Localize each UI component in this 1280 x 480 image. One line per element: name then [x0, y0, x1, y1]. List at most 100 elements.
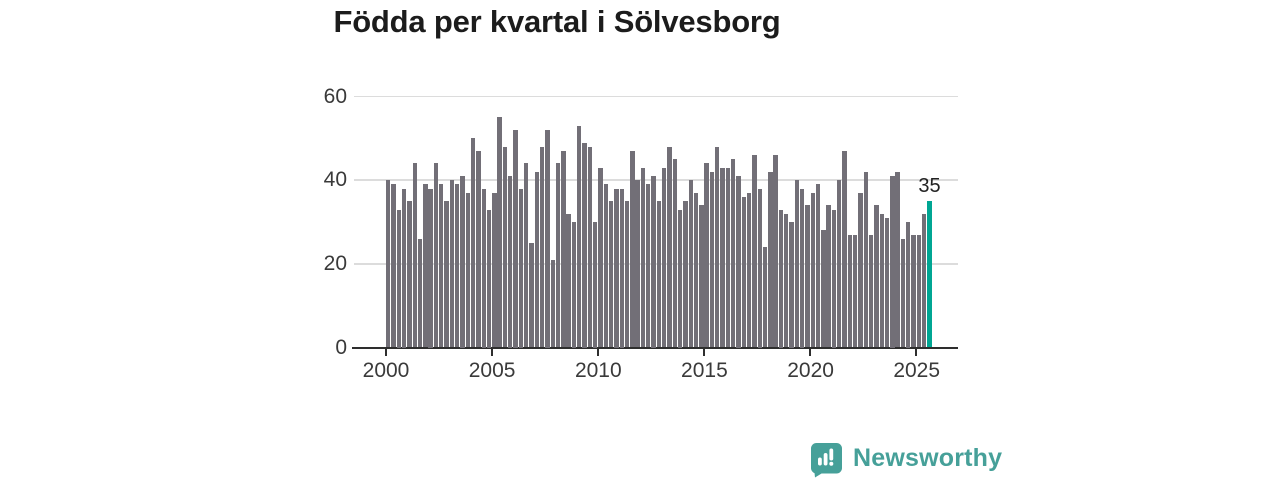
bar — [794, 180, 800, 348]
bar — [709, 171, 715, 348]
bar — [412, 163, 417, 348]
bar — [799, 188, 805, 348]
bar — [784, 213, 789, 348]
bar — [592, 222, 598, 348]
bar — [693, 192, 699, 348]
x-tick-2000 — [384, 349, 387, 356]
bar-highlighted — [927, 201, 932, 348]
bar — [603, 184, 608, 348]
bar — [895, 171, 900, 348]
y-tick-label-20: 20 — [323, 251, 347, 275]
bar — [752, 155, 757, 348]
bar — [842, 150, 847, 348]
bar — [858, 192, 863, 348]
bar — [460, 176, 465, 348]
bar — [433, 163, 439, 348]
bar — [630, 150, 635, 348]
bar — [492, 192, 497, 348]
bar — [890, 176, 895, 348]
bar — [391, 184, 396, 348]
bar — [725, 167, 731, 348]
bar — [486, 209, 492, 348]
bar — [635, 180, 640, 348]
bar — [386, 180, 391, 348]
bar — [757, 188, 762, 348]
bar — [768, 171, 773, 348]
bar — [619, 188, 624, 348]
bar — [773, 155, 778, 348]
bar — [513, 130, 518, 348]
bar — [810, 192, 815, 348]
bar — [608, 201, 614, 348]
bar — [746, 192, 752, 348]
newsworthy-branding: Newsworthy — [810, 443, 1003, 478]
bar — [720, 167, 725, 348]
bar — [481, 188, 486, 348]
bar — [853, 234, 858, 348]
bar — [534, 171, 539, 348]
bar — [874, 205, 879, 348]
bar — [900, 238, 906, 348]
highlight-value-label: 35 — [918, 175, 941, 198]
bar — [736, 176, 741, 348]
bar — [715, 146, 720, 348]
x-tick-label-2010: 2010 — [574, 359, 622, 382]
bar — [545, 130, 550, 348]
bar — [502, 146, 508, 348]
bar — [561, 150, 566, 348]
bar — [577, 125, 582, 348]
bar — [863, 171, 869, 348]
bar — [401, 188, 407, 348]
bar — [651, 176, 656, 348]
x-tick-2025 — [915, 349, 918, 356]
bar — [884, 217, 890, 348]
bar — [704, 163, 709, 348]
gridline-20 — [354, 263, 958, 265]
bar — [508, 176, 513, 348]
x-tick-label-2005: 2005 — [468, 359, 516, 382]
bar — [922, 213, 927, 348]
x-tick-label-2015: 2015 — [681, 359, 728, 382]
bar — [815, 184, 821, 348]
x-axis-line — [352, 346, 958, 349]
y-tick-label-0: 0 — [335, 335, 347, 359]
bar — [624, 201, 630, 348]
bar — [837, 180, 842, 348]
bar — [805, 205, 810, 348]
bar — [539, 146, 545, 348]
bar — [614, 188, 619, 348]
bar — [667, 146, 672, 348]
bar — [741, 196, 746, 348]
y-tick-label-40: 40 — [323, 168, 347, 192]
bar — [879, 213, 884, 348]
x-tick-label-2025: 2025 — [893, 359, 941, 382]
bar — [523, 163, 529, 348]
bar — [847, 234, 853, 348]
bar — [762, 247, 768, 348]
bar — [518, 188, 524, 348]
x-tick-2015 — [703, 349, 706, 356]
bar — [497, 117, 502, 348]
bar — [428, 188, 433, 348]
bar — [598, 167, 603, 348]
bar — [449, 180, 455, 348]
newsworthy-logo-text: Newsworthy — [853, 443, 1003, 472]
bar — [831, 209, 837, 348]
bar — [646, 184, 651, 348]
bar — [656, 201, 662, 348]
bar — [571, 222, 577, 348]
bar — [789, 222, 794, 348]
x-tick-2010 — [597, 349, 599, 356]
bar — [550, 259, 555, 348]
bar — [778, 209, 784, 348]
bar — [911, 234, 916, 348]
bar — [566, 213, 571, 348]
bar — [470, 138, 476, 348]
bar — [688, 180, 693, 348]
y-tick-label-60: 60 — [323, 84, 347, 108]
bar — [661, 167, 667, 348]
x-tick-label-2000: 2000 — [362, 359, 410, 382]
bar — [555, 163, 561, 348]
